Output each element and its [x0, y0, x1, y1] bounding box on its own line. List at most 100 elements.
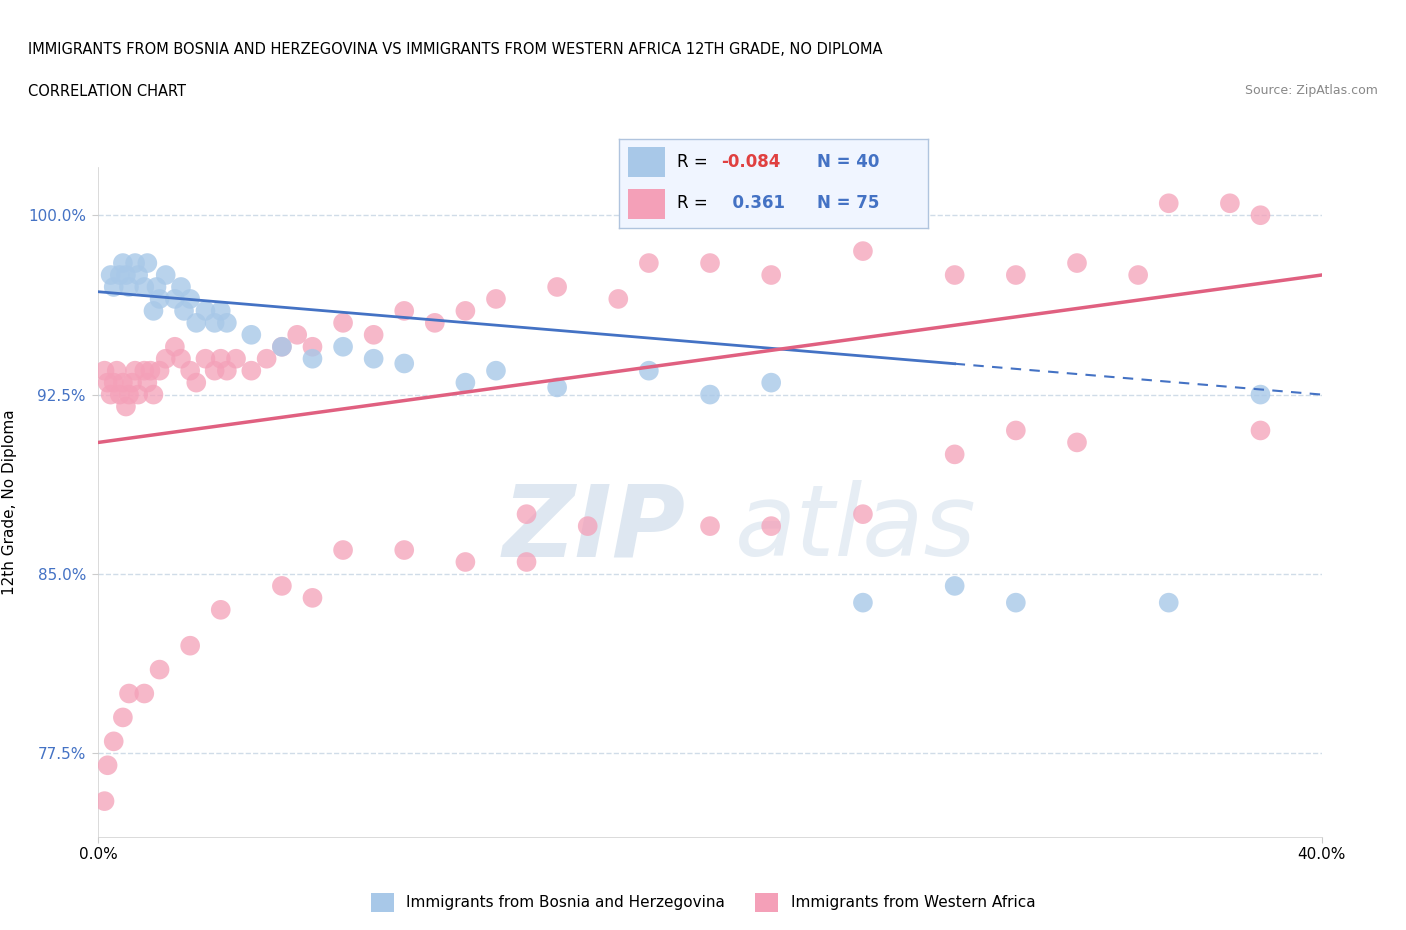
Point: [225, 352, 247, 366]
Point: [209, 303, 232, 318]
Point: [100, 268, 122, 283]
Point: [121, 375, 143, 390]
Point: [270, 339, 292, 354]
Legend: Immigrants from Bosnia and Herzegovina, Immigrants from Western Africa: Immigrants from Bosnia and Herzegovina, …: [364, 887, 1042, 918]
Point: [155, 352, 177, 366]
Point: [97, 375, 120, 390]
Point: [576, 519, 599, 534]
Point: [699, 256, 721, 271]
Point: [240, 364, 263, 379]
Point: [423, 315, 446, 330]
Text: R =: R =: [678, 153, 713, 170]
Point: [485, 291, 508, 306]
Point: [108, 268, 131, 283]
Text: IMMIGRANTS FROM BOSNIA AND HERZEGOVINA VS IMMIGRANTS FROM WESTERN AFRICA 12TH GR: IMMIGRANTS FROM BOSNIA AND HERZEGOVINA V…: [28, 42, 883, 57]
Point: [392, 542, 416, 557]
Point: [546, 380, 568, 395]
Point: [759, 519, 782, 534]
Point: [149, 291, 172, 306]
Point: [118, 280, 141, 295]
Point: [270, 578, 292, 593]
FancyBboxPatch shape: [628, 148, 665, 178]
Point: [179, 364, 201, 379]
Point: [301, 352, 323, 366]
Point: [1004, 268, 1026, 283]
Point: [136, 256, 159, 271]
Point: [204, 315, 226, 330]
Point: [194, 352, 217, 366]
Point: [170, 280, 193, 295]
Point: [852, 244, 875, 259]
Point: [943, 268, 966, 283]
Point: [1004, 423, 1026, 438]
Point: [170, 352, 193, 366]
Point: [516, 554, 538, 569]
Point: [699, 387, 721, 402]
Point: [186, 315, 208, 330]
Point: [209, 352, 232, 366]
Point: [363, 327, 385, 342]
Point: [454, 375, 477, 390]
Point: [118, 686, 141, 701]
Point: [215, 364, 238, 379]
Point: [111, 375, 134, 390]
Point: [134, 280, 156, 295]
Point: [124, 256, 146, 271]
Point: [142, 303, 165, 318]
Point: [392, 356, 416, 371]
Point: [637, 364, 661, 379]
Text: CORRELATION CHART: CORRELATION CHART: [28, 84, 186, 99]
Point: [270, 339, 292, 354]
Text: R =: R =: [678, 194, 713, 212]
Point: [1249, 423, 1271, 438]
Point: [142, 387, 165, 402]
Point: [103, 280, 125, 295]
Point: [759, 375, 782, 390]
Point: [332, 339, 354, 354]
Point: [607, 291, 630, 306]
Point: [163, 339, 186, 354]
Point: [163, 291, 186, 306]
Point: [115, 399, 138, 414]
Point: [139, 364, 162, 379]
Point: [943, 447, 966, 462]
Point: [454, 554, 477, 569]
FancyBboxPatch shape: [628, 189, 665, 219]
Point: [127, 387, 149, 402]
Point: [194, 303, 217, 318]
Point: [852, 507, 875, 522]
Point: [332, 542, 354, 557]
Point: [149, 364, 172, 379]
Point: [392, 303, 416, 318]
Text: N = 75: N = 75: [817, 194, 879, 212]
Point: [127, 268, 149, 283]
Point: [363, 352, 385, 366]
Point: [173, 303, 195, 318]
Point: [1219, 196, 1241, 211]
Point: [215, 315, 238, 330]
Point: [186, 375, 208, 390]
Point: [637, 256, 661, 271]
Point: [93, 364, 115, 379]
Point: [485, 364, 508, 379]
Point: [699, 519, 721, 534]
Point: [145, 280, 167, 295]
Point: [149, 662, 172, 677]
Point: [115, 268, 138, 283]
Y-axis label: 12th Grade, No Diploma: 12th Grade, No Diploma: [1, 409, 17, 595]
Point: [204, 364, 226, 379]
Point: [1128, 268, 1150, 283]
Point: [179, 638, 201, 653]
Point: [209, 603, 232, 618]
Point: [179, 291, 201, 306]
Point: [97, 758, 120, 773]
Point: [1004, 595, 1026, 610]
Point: [124, 364, 146, 379]
Point: [103, 734, 125, 749]
Point: [1066, 256, 1088, 271]
Point: [943, 578, 966, 593]
Point: [301, 339, 323, 354]
Point: [134, 686, 156, 701]
Point: [136, 375, 159, 390]
Point: [285, 327, 308, 342]
